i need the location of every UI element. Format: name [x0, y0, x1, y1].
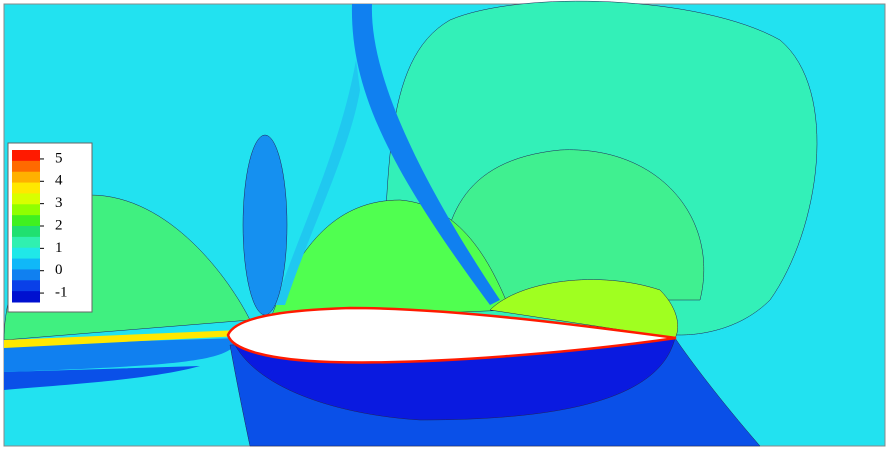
shear-layer [4, 330, 240, 348]
wake-region [4, 366, 200, 390]
tick-label: 1 [55, 240, 63, 256]
color-band [12, 226, 40, 238]
expansion-region [242, 134, 288, 316]
shock-wave [351, 4, 500, 305]
legend: 5 4 3 2 1 0 -1 [12, 150, 68, 303]
color-band [12, 236, 40, 249]
color-band [12, 215, 40, 227]
tick-label: 0 [55, 262, 63, 278]
color-band [12, 193, 40, 205]
airfoil [226, 306, 677, 364]
tick-label: -1 [55, 284, 68, 300]
color-band [12, 280, 40, 292]
color-band [12, 247, 40, 260]
color-band [12, 204, 40, 216]
color-band [12, 150, 40, 162]
tick-label: 4 [55, 173, 63, 189]
wake-region [4, 338, 240, 372]
pressure-lobe [489, 279, 678, 339]
color-band [12, 269, 40, 281]
shock-wave [275, 60, 360, 305]
color-band [12, 182, 40, 194]
color-band [12, 171, 40, 184]
tick-label: 3 [55, 195, 63, 211]
color-band [12, 291, 40, 303]
tick-label: 2 [55, 217, 63, 233]
tick-label: 5 [55, 150, 63, 166]
color-band [12, 160, 40, 173]
color-band [12, 258, 40, 270]
